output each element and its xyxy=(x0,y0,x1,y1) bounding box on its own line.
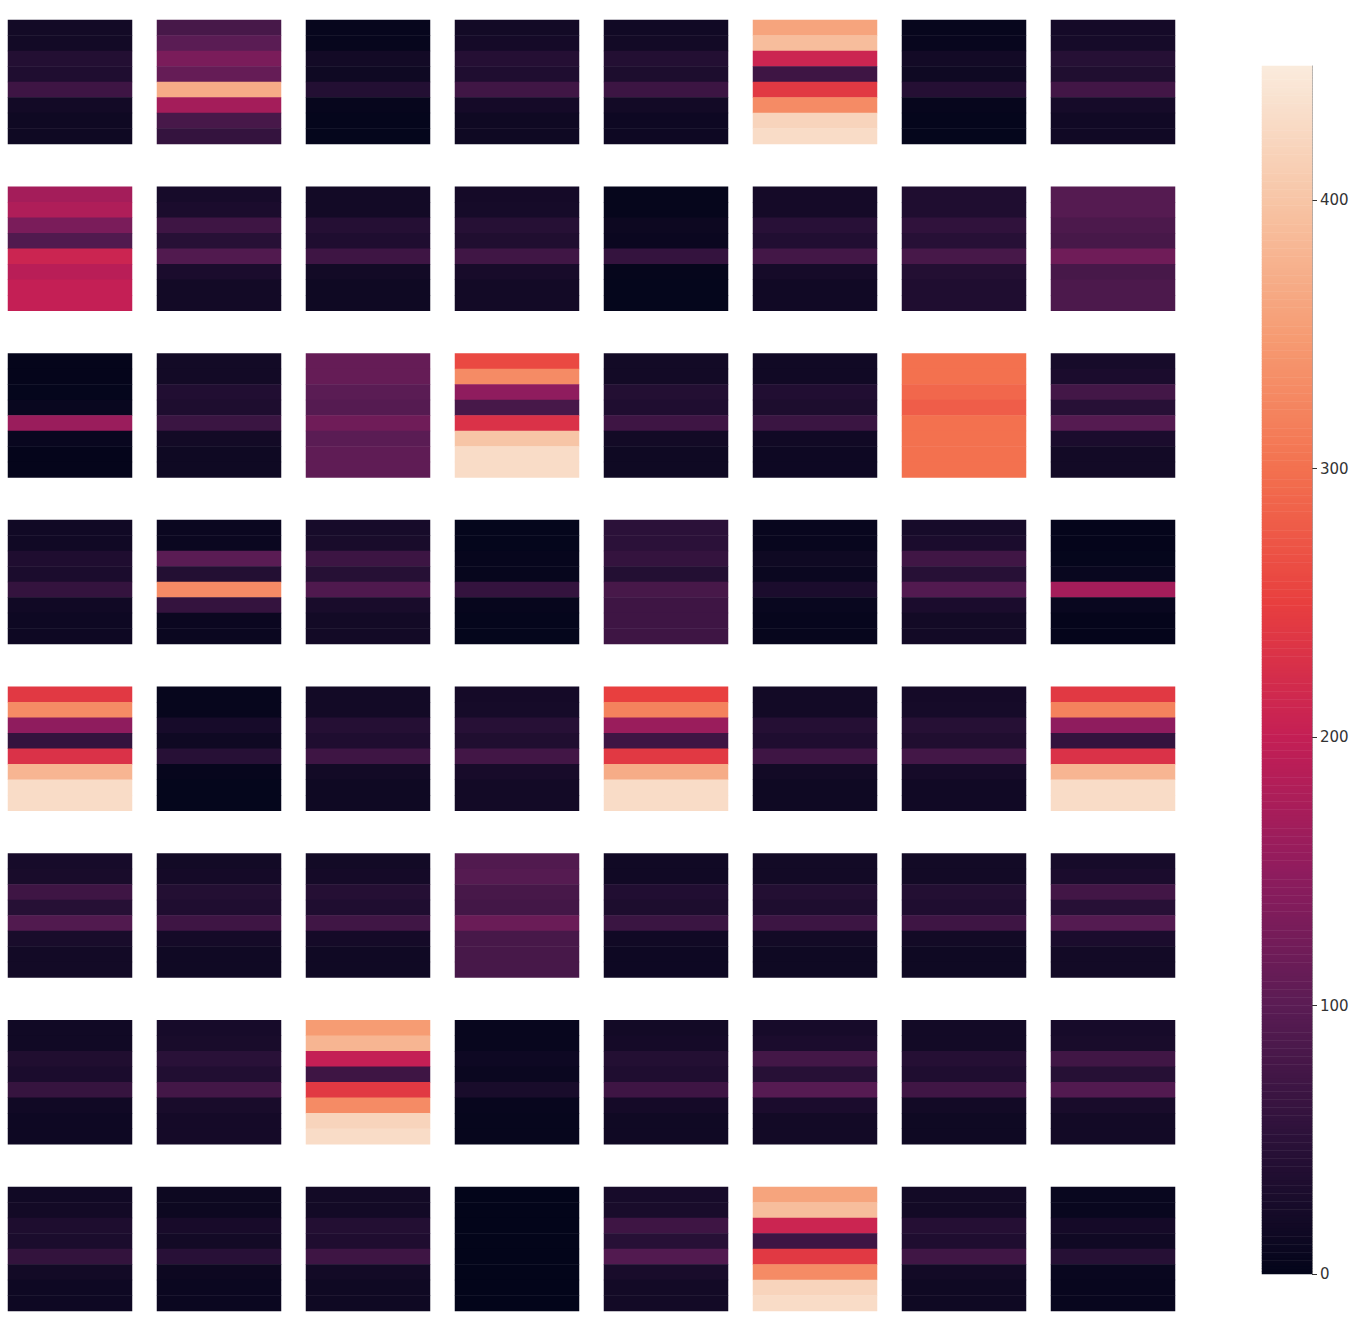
svg-text:200: 200 xyxy=(1320,728,1349,746)
svg-text:0: 0 xyxy=(1320,1265,1330,1283)
svg-text:100: 100 xyxy=(1320,997,1349,1015)
svg-text:300: 300 xyxy=(1320,460,1349,478)
svg-text:400: 400 xyxy=(1320,191,1349,209)
